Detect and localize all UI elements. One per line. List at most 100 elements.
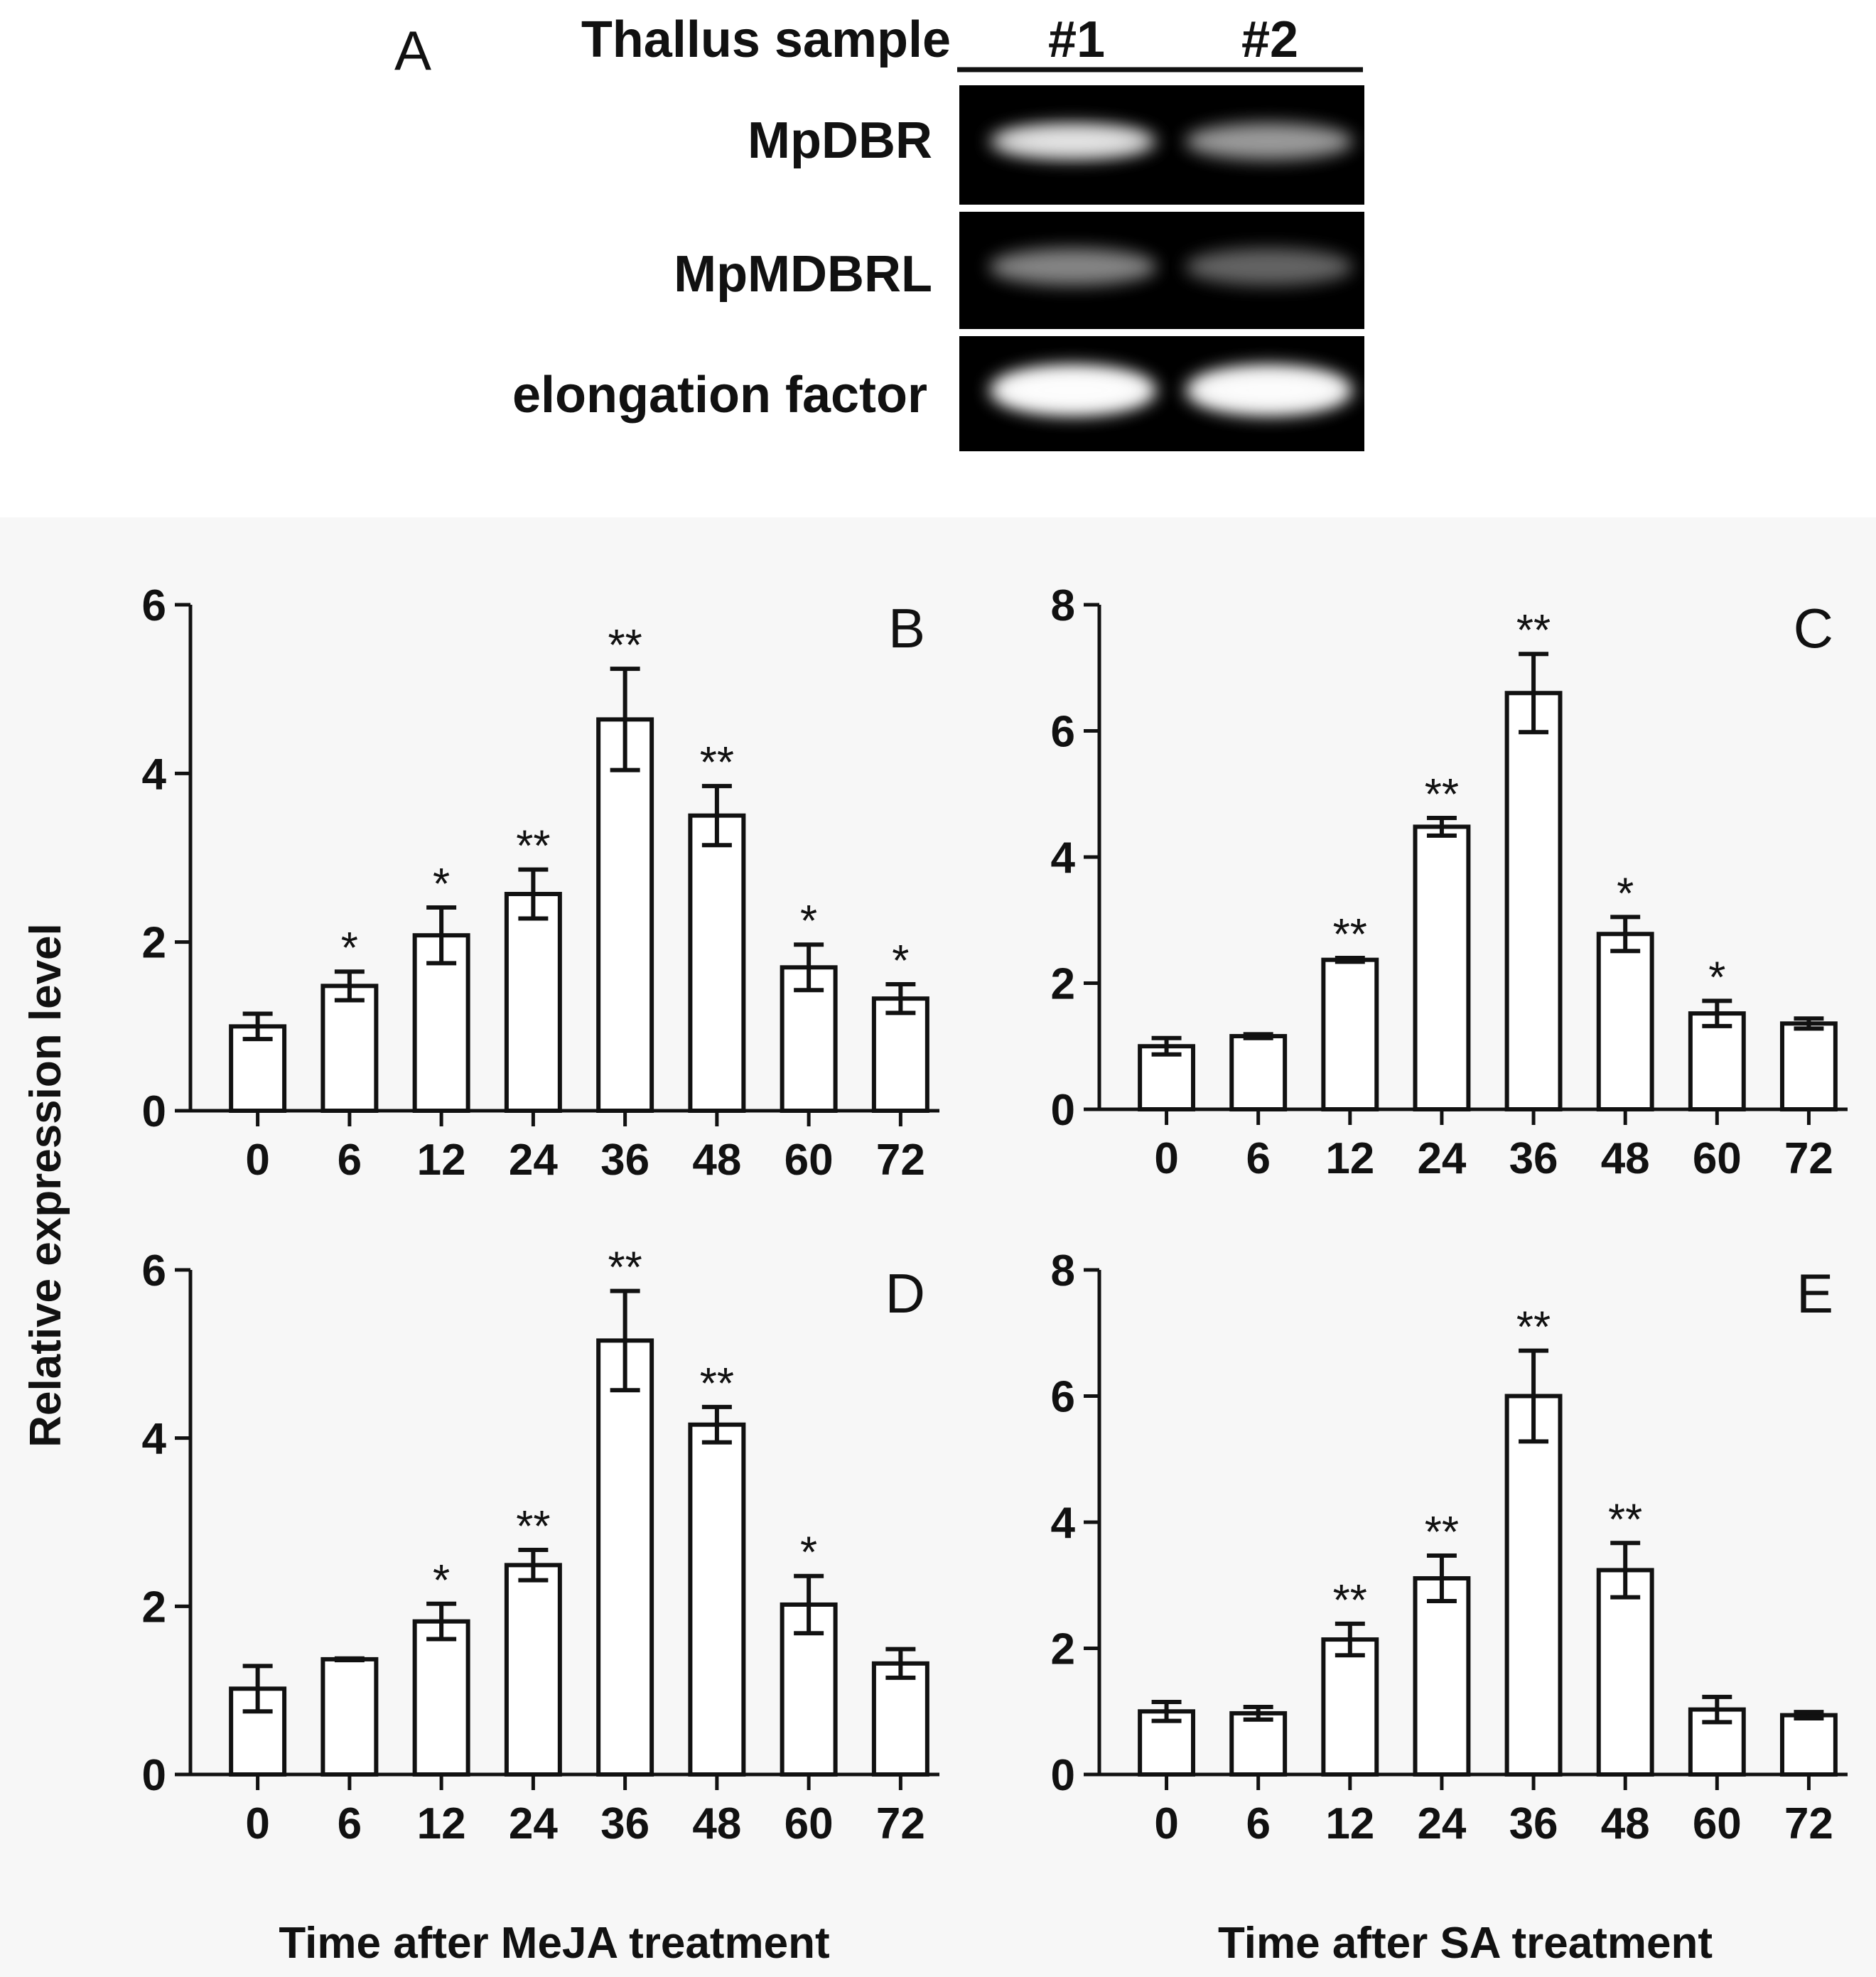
x-tick-label: 0 — [1154, 1799, 1178, 1848]
gel-band-core — [1002, 375, 1144, 406]
significance-marker: * — [800, 897, 817, 946]
gel-band — [1185, 122, 1353, 160]
significance-marker: ** — [608, 1244, 642, 1293]
bar — [1321, 957, 1379, 1111]
significance-marker: ** — [516, 822, 550, 871]
x-tick-label: 12 — [1325, 1134, 1374, 1183]
y-tick-label: 6 — [1051, 1373, 1075, 1422]
bar — [1321, 1637, 1379, 1777]
bar — [1504, 1394, 1563, 1777]
bar — [320, 984, 379, 1113]
gel-band-core — [1198, 375, 1340, 406]
significance-marker: ** — [608, 621, 642, 670]
y-tick-label: 2 — [142, 919, 166, 968]
y-tick-label: 6 — [142, 581, 166, 630]
x-tick-label: 36 — [600, 1799, 649, 1848]
bar — [1504, 691, 1563, 1111]
significance-marker: * — [433, 1556, 450, 1605]
bar — [320, 1657, 379, 1777]
bar — [1596, 1568, 1654, 1777]
x-axis-label-meja: Time after MeJA treatment — [279, 1919, 829, 1968]
gel-band-core — [1002, 130, 1144, 153]
significance-marker: ** — [1333, 1576, 1367, 1625]
significance-marker: ** — [700, 738, 734, 787]
bar — [1596, 932, 1654, 1112]
x-tick-label: 6 — [338, 1799, 362, 1848]
lane-label-1: #1 — [1048, 11, 1105, 68]
x-tick-label: 72 — [876, 1136, 925, 1185]
significance-marker: * — [1708, 953, 1725, 1002]
significance-marker: * — [433, 860, 450, 909]
bar — [871, 996, 929, 1113]
x-tick-label: 12 — [417, 1136, 466, 1185]
bar — [1413, 1575, 1471, 1777]
panel-letter: B — [888, 597, 925, 659]
bar — [688, 1422, 746, 1777]
gel-panel: A Thallus sample #1 #2 MpDBR MpMDBRL elo… — [394, 11, 1364, 451]
significance-marker: ** — [1333, 910, 1367, 959]
significance-marker: ** — [1516, 606, 1551, 655]
significance-marker: ** — [1425, 770, 1459, 819]
bar — [1688, 1011, 1746, 1111]
panel-letter: D — [885, 1262, 925, 1325]
gel-row-mpmdbrl: MpMDBRL — [674, 212, 1364, 329]
x-tick-label: 24 — [509, 1799, 558, 1848]
x-tick-label: 6 — [338, 1136, 362, 1185]
gel-row-label: MpDBR — [748, 112, 932, 169]
y-tick-label: 2 — [142, 1583, 166, 1632]
x-axis-label-sa: Time after SA treatment — [1218, 1919, 1713, 1968]
bar — [504, 892, 562, 1113]
y-axis-label: Relative expression level — [21, 923, 70, 1448]
significance-marker: ** — [1516, 1303, 1551, 1352]
x-tick-label: 72 — [1784, 1799, 1833, 1848]
bar — [504, 1563, 562, 1777]
gel-band — [989, 248, 1157, 286]
bar — [412, 1619, 470, 1777]
x-tick-label: 12 — [1325, 1799, 1374, 1848]
significance-marker: * — [1617, 869, 1634, 918]
bar — [1229, 1711, 1288, 1777]
x-tick-label: 6 — [1246, 1799, 1270, 1848]
y-tick-label: 6 — [142, 1246, 166, 1295]
x-tick-label: 24 — [1417, 1799, 1466, 1848]
x-tick-label: 24 — [509, 1136, 558, 1185]
gel-row-label: MpMDBRL — [674, 246, 932, 303]
x-tick-label: 48 — [1601, 1799, 1650, 1848]
y-tick-label: 4 — [142, 750, 167, 799]
bar — [596, 717, 654, 1113]
x-tick-label: 36 — [600, 1136, 649, 1185]
bar — [871, 1661, 929, 1777]
bar — [596, 1338, 654, 1777]
y-tick-label: 0 — [1051, 1751, 1075, 1800]
y-tick-label: 4 — [1051, 1499, 1076, 1548]
significance-marker: * — [892, 937, 909, 986]
significance-marker: ** — [1608, 1495, 1642, 1544]
panel-letter-a: A — [394, 19, 431, 82]
bar — [1229, 1034, 1288, 1112]
x-tick-label: 60 — [785, 1136, 834, 1185]
gel-row-label: elongation factor — [512, 367, 927, 424]
y-tick-label: 6 — [1051, 708, 1075, 757]
x-tick-label: 0 — [245, 1799, 269, 1848]
x-tick-label: 48 — [1601, 1134, 1650, 1183]
x-tick-label: 24 — [1417, 1134, 1466, 1183]
x-tick-label: 48 — [692, 1136, 741, 1185]
x-tick-label: 60 — [1693, 1134, 1742, 1183]
x-tick-label: 72 — [1784, 1134, 1833, 1183]
significance-marker: ** — [1425, 1508, 1459, 1557]
gel-band — [1185, 248, 1353, 286]
x-tick-label: 36 — [1509, 1134, 1558, 1183]
y-tick-label: 4 — [1051, 834, 1076, 883]
y-tick-label: 8 — [1051, 581, 1075, 630]
x-tick-label: 60 — [1693, 1799, 1742, 1848]
gel-row-elongation-factor: elongation factor — [512, 336, 1364, 451]
y-tick-label: 2 — [1051, 960, 1075, 1009]
y-tick-label: 8 — [1051, 1246, 1075, 1295]
significance-marker: ** — [516, 1502, 550, 1551]
x-tick-label: 12 — [417, 1799, 466, 1848]
x-tick-label: 6 — [1246, 1134, 1270, 1183]
